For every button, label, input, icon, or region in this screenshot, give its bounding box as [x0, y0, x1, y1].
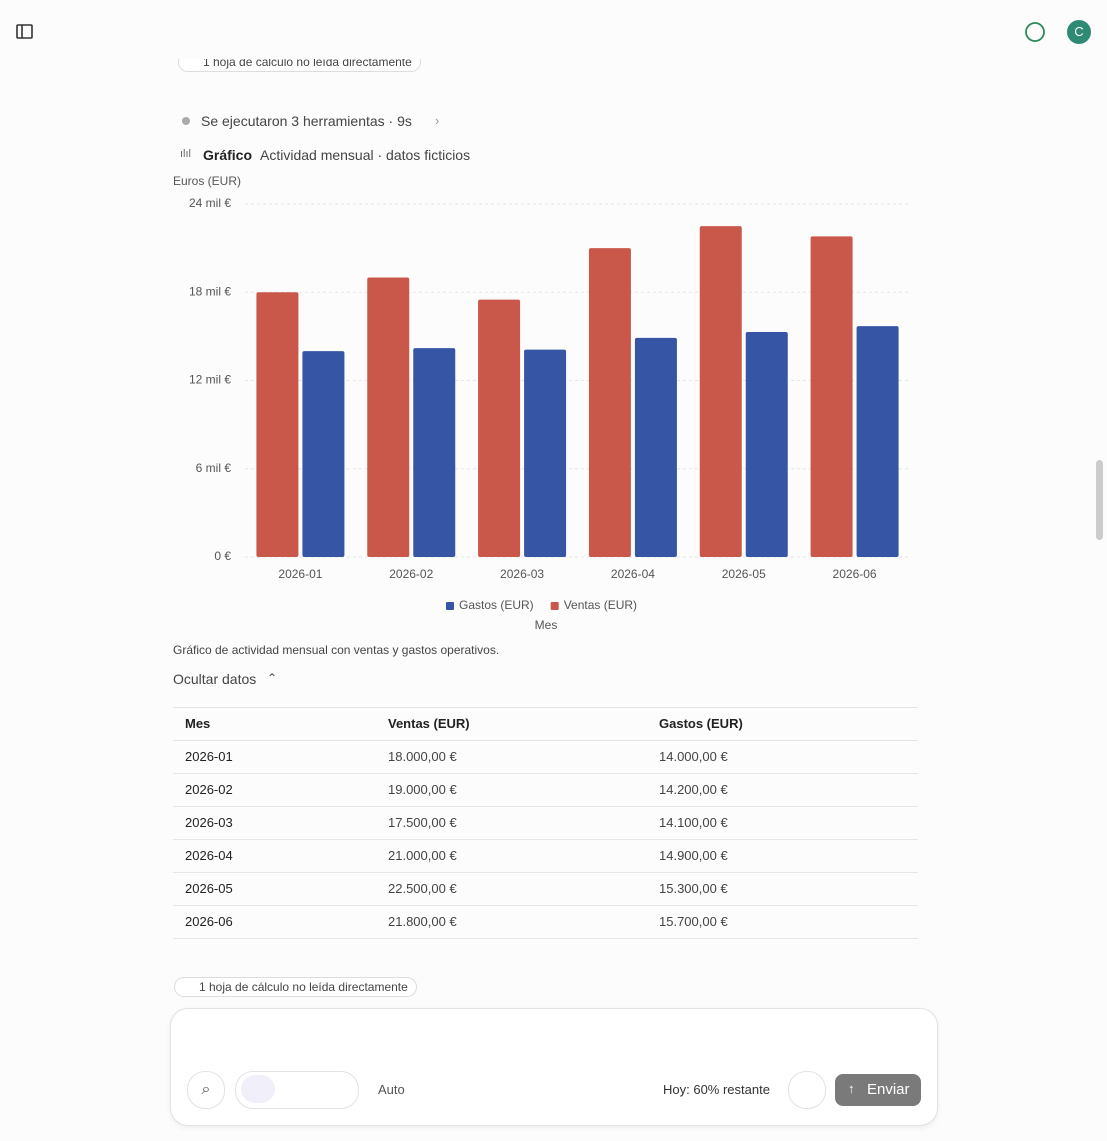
info-chip: 1 hoja de cálculo no leída directamente	[178, 59, 421, 72]
send-button[interactable]	[835, 1074, 921, 1106]
row-divider	[173, 740, 918, 741]
table-header: Mes	[185, 716, 211, 731]
send-label: Enviar	[867, 1081, 910, 1098]
avatar[interactable]: C	[1067, 20, 1091, 44]
bar	[478, 299, 521, 557]
y-tick-label: 24 mil €	[189, 196, 231, 210]
y-tick-label: 0 €	[214, 549, 231, 563]
legend-swatch	[446, 602, 454, 610]
send-arrow: ↑	[848, 1081, 855, 1096]
scrollbar[interactable]	[1096, 460, 1103, 540]
x-tick-label: 2026-03	[500, 567, 544, 581]
row-divider	[173, 938, 918, 939]
chart-title: Actividad mensual · datos ficticios	[260, 147, 471, 163]
whatsapp-icon[interactable]	[1024, 21, 1046, 43]
chart-label: Gráfico	[203, 147, 253, 163]
tool-group	[235, 1071, 359, 1109]
table-cell: 17.500,00 €	[388, 815, 457, 830]
row-divider	[173, 773, 918, 774]
bar	[524, 349, 567, 557]
x-tick-label: 2026-01	[278, 567, 322, 581]
table-cell: 14.100,00 €	[659, 815, 728, 830]
table-cell: 21.800,00 €	[388, 914, 457, 929]
bar	[856, 326, 899, 557]
chart: Euros (EUR) Mes 0 € 6 mil € 12 mil € 18 mil…	[173, 174, 910, 632]
row-divider	[173, 839, 918, 840]
table-cell: 2026-02	[185, 782, 233, 797]
chart-icon: ılıl	[180, 148, 191, 160]
row-divider	[173, 905, 918, 906]
table-cell: 22.500,00 €	[388, 881, 457, 896]
mode-select[interactable]: Auto	[378, 1082, 405, 1097]
bar	[413, 348, 456, 557]
bar	[810, 236, 853, 557]
bar	[634, 337, 677, 557]
table-cell: 2026-04	[185, 848, 233, 863]
bar	[588, 248, 631, 557]
quota: Hoy: 60% restante	[663, 1082, 770, 1097]
row-divider	[173, 872, 918, 873]
y-tick-label: 12 mil €	[189, 373, 231, 387]
x-tick-label: 2026-06	[833, 567, 877, 581]
legend-label: Gastos (EUR)	[459, 598, 534, 612]
bar	[256, 292, 299, 557]
tool-active[interactable]	[241, 1075, 275, 1103]
table-cell: 14.000,00 €	[659, 749, 728, 764]
info-chip: 1 hoja de cálculo no leída directamente	[174, 977, 417, 997]
table-cell: 2026-03	[185, 815, 233, 830]
toggle-data[interactable]: Ocultar datos	[173, 671, 257, 687]
chevron: ›	[435, 113, 440, 128]
table-cell: 21.000,00 €	[388, 848, 457, 863]
table-cell: 2026-05	[185, 881, 233, 896]
y-axis-title: Euros (EUR)	[173, 174, 241, 188]
status-dot	[182, 117, 190, 125]
bar	[367, 277, 410, 557]
tools-summary[interactable]: Se ejecutaron 3 herramientas · 9s	[201, 113, 412, 129]
table-cell: 14.900,00 €	[659, 848, 728, 863]
table-cell: 18.000,00 €	[388, 749, 457, 764]
table-cell: 15.700,00 €	[659, 914, 728, 929]
legend-swatch	[550, 602, 559, 610]
attach-button[interactable]: ⌕	[187, 1071, 225, 1109]
row-divider	[173, 806, 918, 807]
legend-label: Ventas (EUR)	[564, 598, 637, 612]
table-header: Ventas (EUR)	[388, 716, 470, 731]
chevron: ⌃	[267, 671, 278, 685]
bar	[302, 351, 345, 557]
table-cell: 14.200,00 €	[659, 782, 728, 797]
x-tick-label: 2026-05	[722, 567, 766, 581]
row-divider	[173, 707, 918, 708]
table-cell: 15.300,00 €	[659, 881, 728, 896]
x-tick-label: 2026-02	[389, 567, 433, 581]
table-cell: 19.000,00 €	[388, 782, 457, 797]
bar	[699, 226, 742, 557]
x-axis-title: Mes	[535, 618, 558, 632]
table-cell: 2026-06	[185, 914, 233, 929]
sidebar-toggle[interactable]	[16, 24, 33, 40]
new-chat-button[interactable]	[788, 1071, 826, 1109]
y-tick-label: 6 mil €	[196, 461, 232, 475]
y-tick-label: 18 mil €	[189, 284, 231, 298]
bar	[745, 331, 788, 557]
chart-caption: Gráfico de actividad mensual con ventas …	[173, 643, 500, 657]
table-cell: 2026-01	[185, 749, 233, 764]
x-tick-label: 2026-04	[611, 567, 655, 581]
table-header: Gastos (EUR)	[659, 716, 743, 731]
